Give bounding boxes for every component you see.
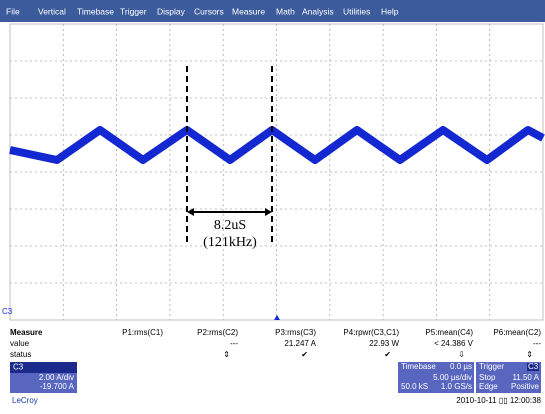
timebase-delay: 0.0 µs [450, 362, 472, 371]
menu-item: Cursors [194, 6, 224, 16]
frequency-label: (121kHz) [203, 235, 257, 250]
channel-offset: -19.700 A [40, 382, 75, 391]
channel-scale: 2.00 A/div [39, 373, 74, 382]
measure-header: P2:rms(C2) [197, 328, 238, 337]
measure-header: Measure [10, 328, 43, 337]
trigger-title: Trigger [479, 362, 504, 371]
timebase-title: Timebase [401, 362, 436, 371]
channel-marker: C3 [2, 307, 13, 316]
measure-header: P1:rms(C1) [122, 328, 163, 337]
measure-header: P5:mean(C4) [425, 328, 473, 337]
timebase-rate: 1.0 GS/s [441, 382, 472, 391]
menu-item: Display [157, 6, 186, 16]
menu-item: Trigger [120, 6, 147, 16]
menu-item: File [6, 6, 20, 16]
measure-cell: --- [533, 339, 541, 348]
brand: LeCroy [12, 396, 38, 405]
menu-item: Analysis [302, 6, 334, 16]
menu-item: Utilities [343, 6, 370, 16]
trigger-level: 11.50 A [512, 373, 539, 382]
measure-cell: ⇕ [526, 350, 533, 359]
period-label: 8.2uS [214, 218, 246, 233]
menu-item: Math [276, 6, 295, 16]
measure-cell: 22.93 W [369, 339, 399, 348]
measure-header: P4:rpwr(C3,C1) [343, 328, 399, 337]
menu-item: Help [381, 6, 399, 16]
measure-cell: --- [230, 339, 238, 348]
menu-item: Measure [232, 6, 265, 16]
trigger-source: C3 [528, 362, 539, 371]
measure-cell: ⇕ [223, 350, 230, 359]
menu-item: Timebase [77, 6, 114, 16]
measure-cell: < 24.386 V [434, 339, 474, 348]
timestamp: 2010-10-11 ▯▯ 12:00:38 [456, 396, 541, 405]
channel-name: C3 [13, 363, 24, 372]
scope-screen: File Vertical Timebase Trigger Display Cursor… [0, 0, 545, 409]
measure-cell: ✔ [301, 350, 308, 359]
timebase-scale: 5.00 µs/div [433, 373, 472, 382]
measure-cell: ⇩ [458, 350, 465, 359]
measure-cell: ✔ [384, 350, 391, 359]
trigger-type: Edge [479, 382, 498, 391]
trigger-mode: Stop [479, 373, 496, 382]
measure-header: P3:rms(C3) [275, 328, 316, 337]
measure-row-label: status [10, 350, 31, 359]
timebase-samples: 50.0 kS [401, 382, 428, 391]
measure-cell: 21.247 A [284, 339, 316, 348]
menu-item: Vertical [38, 6, 66, 16]
measure-row-label: value [10, 339, 30, 348]
trigger-slope: Positive [511, 382, 540, 391]
measure-header: P6:mean(C2) [493, 328, 541, 337]
